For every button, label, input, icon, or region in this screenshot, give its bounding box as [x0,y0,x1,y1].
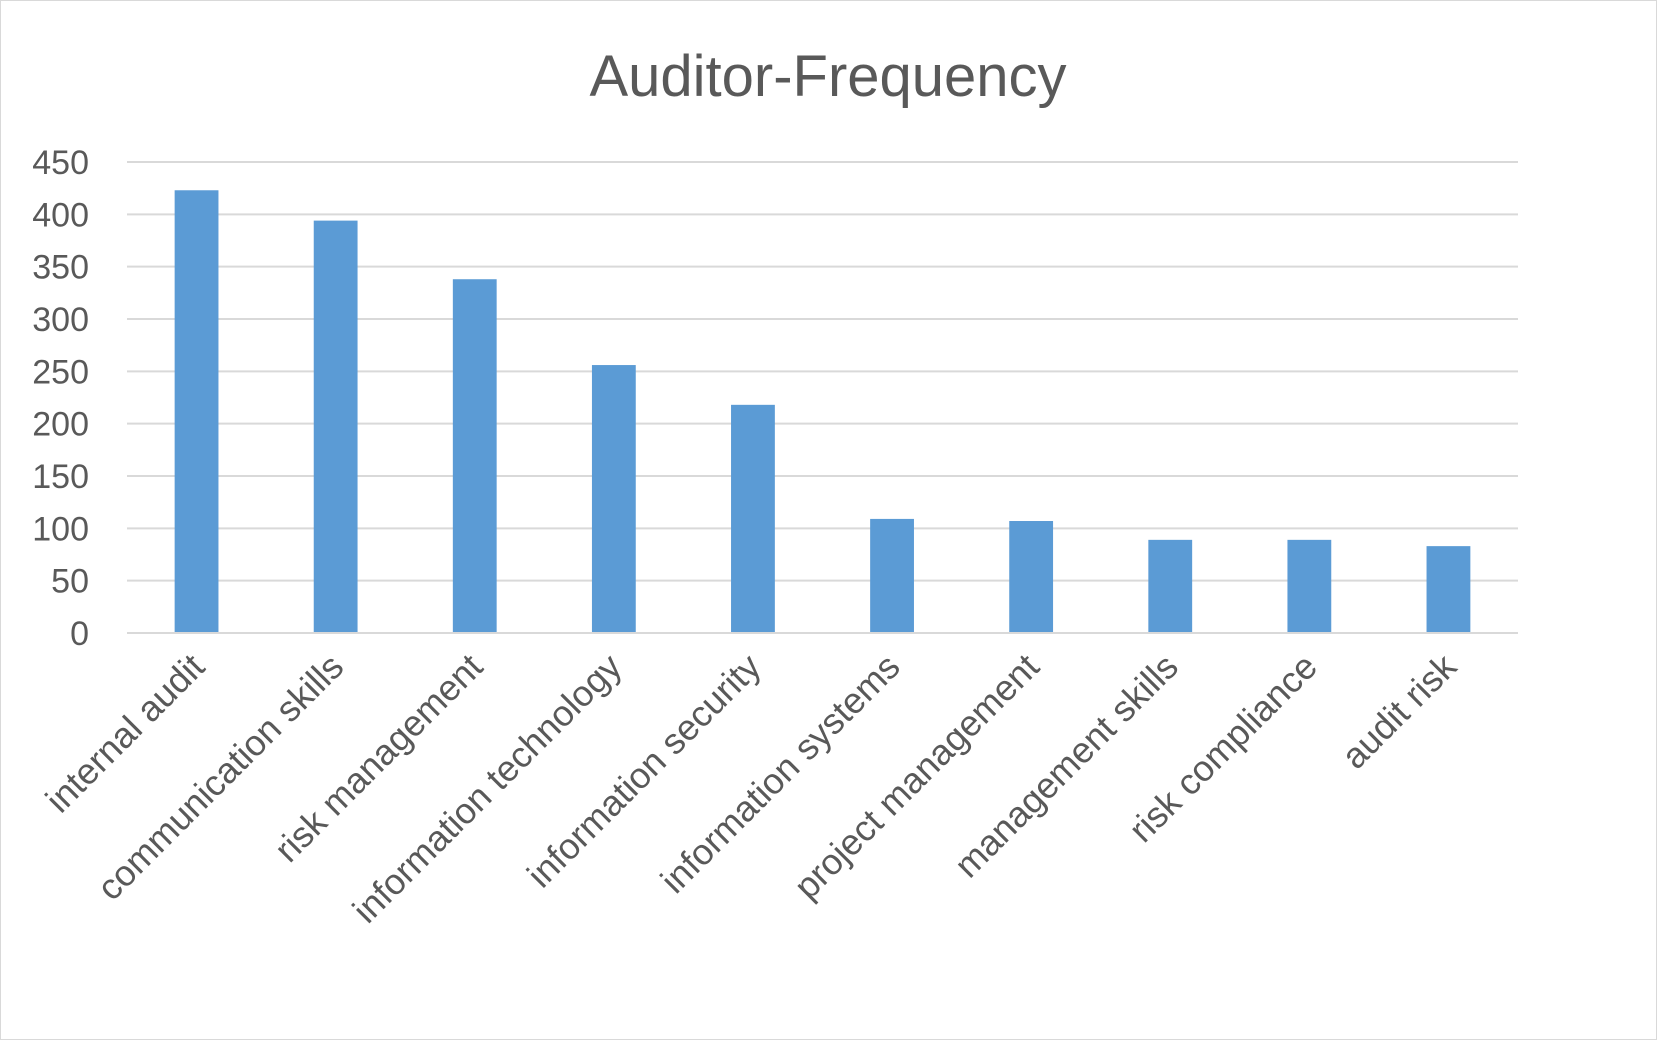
y-tick-label: 400 [32,196,89,234]
y-tick-label: 150 [32,458,89,496]
bar [1148,539,1193,633]
bar [1009,521,1054,633]
x-tick-label: information systems [652,646,907,901]
y-tick-label: 300 [32,301,89,339]
y-tick-label: 250 [32,353,89,391]
bar [452,279,497,633]
bar [313,220,358,633]
bars [174,190,1471,633]
chart-title: Auditor-Frequency [589,44,1066,109]
x-tick-label: information technology [344,646,629,931]
y-tick-label: 200 [32,406,89,444]
bar [1287,539,1332,633]
x-tick-label: audit risk [1333,645,1465,777]
y-tick-label: 100 [32,510,89,548]
bar [591,365,636,633]
bar [1426,546,1471,633]
bar [870,518,914,633]
bar [731,404,775,633]
y-tick-label: 0 [70,615,89,653]
x-tick-label: information security [519,646,769,896]
gridlines [127,161,1518,582]
y-tick-label: 350 [32,249,89,287]
x-tick-label: project management [786,646,1047,907]
y-axis-ticks: 0 50 100 150 200 250 300 350 400 450 [32,144,89,653]
x-tick-label: communication skills [89,646,351,908]
y-tick-label: 50 [51,563,89,601]
y-tick-label: 450 [32,144,89,182]
bar [174,190,219,633]
